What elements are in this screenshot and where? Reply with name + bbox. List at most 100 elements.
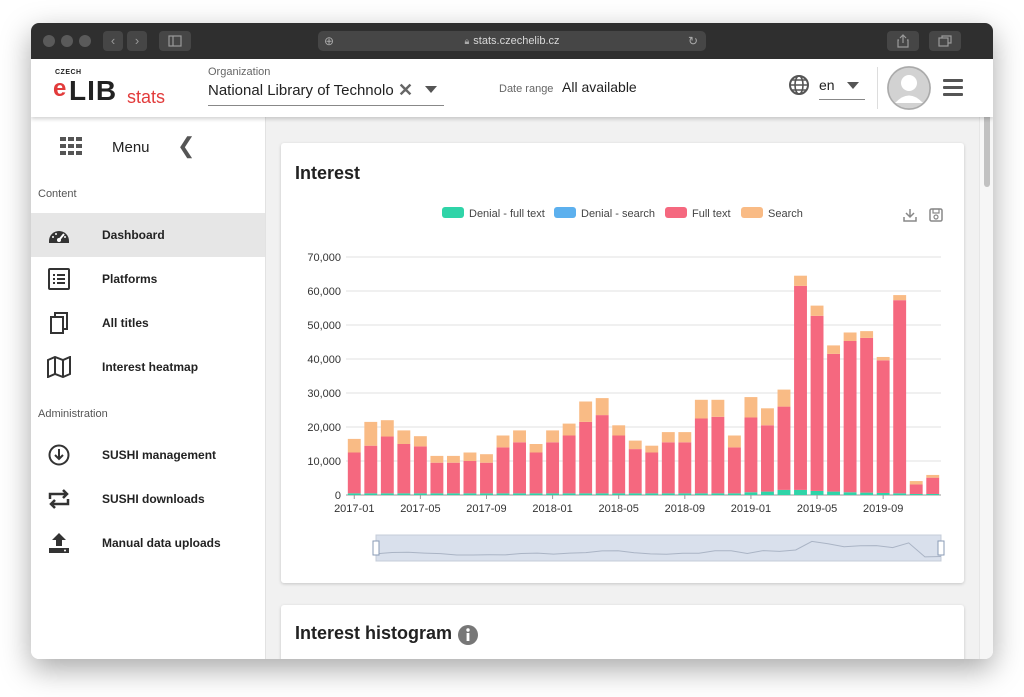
bar-segment xyxy=(711,399,725,417)
globe-icon xyxy=(789,75,809,95)
sidebar-item-dashboard[interactable]: Dashboard xyxy=(31,213,265,257)
bar-segment xyxy=(827,345,841,354)
bar-segment xyxy=(628,440,642,450)
legend-label: Denial - search xyxy=(581,208,655,220)
bar-segment xyxy=(529,493,543,495)
bar-segment xyxy=(893,300,907,494)
browser-toolbar: ‹ › ⊕ 🔒︎ stats.czechelib.cz ↻ xyxy=(31,23,993,59)
avatar[interactable] xyxy=(887,66,931,110)
bar-segment xyxy=(347,452,361,494)
address-bar[interactable]: ⊕ 🔒︎ stats.czechelib.cz ↻ xyxy=(318,31,706,51)
add-tab-icon[interactable]: ⊕ xyxy=(324,34,335,48)
collapse-chevron-icon[interactable]: ❮ xyxy=(177,133,196,158)
legend-swatch xyxy=(741,207,763,218)
bar-segment xyxy=(595,493,609,495)
date-range-select[interactable]: All available xyxy=(562,79,637,95)
bar-segment xyxy=(876,360,890,493)
sidebar-item-sushi-downloads[interactable]: SUSHI downloads xyxy=(31,477,265,521)
logo-lib-text: LIB xyxy=(69,75,118,106)
bar-segment xyxy=(926,477,940,494)
bar-segment xyxy=(430,455,444,463)
bar-segment xyxy=(909,481,923,485)
bar-segment xyxy=(727,493,741,495)
bar-segment xyxy=(827,353,841,492)
x-tick-label: 2017-05 xyxy=(400,503,440,515)
sidebar-item-label: Manual data uploads xyxy=(102,536,221,550)
bar-segment xyxy=(694,493,708,495)
bar-segment xyxy=(612,425,626,436)
sidebar-item-platforms[interactable]: Platforms xyxy=(31,257,265,301)
apps-grid-icon[interactable] xyxy=(60,137,82,155)
sidebar-item-all-titles[interactable]: All titles xyxy=(31,301,265,345)
bar-segment xyxy=(711,416,725,494)
bar-segment xyxy=(579,493,593,495)
bar-segment xyxy=(744,492,758,495)
date-range-label: Date range xyxy=(499,83,554,95)
zoom-handle-right[interactable] xyxy=(937,540,945,556)
zoom-window-dot[interactable] xyxy=(79,35,91,47)
sidebar-item-sushi-management[interactable]: SUSHI management xyxy=(31,433,265,477)
user-avatar-icon xyxy=(887,66,931,110)
sidebar-item-label: Interest heatmap xyxy=(102,360,199,374)
language-select[interactable]: en xyxy=(819,75,865,100)
bar-segment xyxy=(546,493,560,495)
sidebar-item-label: All titles xyxy=(102,316,149,330)
logo-stats-text: stats xyxy=(127,87,166,107)
bar-segment xyxy=(744,397,758,418)
bar-segment xyxy=(893,295,907,301)
bar-segment xyxy=(843,332,857,341)
save-icon[interactable] xyxy=(928,207,944,223)
bar-segment xyxy=(761,491,774,495)
sidebar-toggle-icon[interactable] xyxy=(159,31,191,51)
x-tick-label: 2017-01 xyxy=(334,503,374,515)
forward-icon[interactable]: › xyxy=(127,31,147,51)
clear-icon[interactable]: ✕ xyxy=(398,80,414,100)
bar-segment xyxy=(496,435,510,448)
bar-segment xyxy=(893,493,907,495)
celus-logo[interactable]: CZECH e LIB stats xyxy=(51,69,181,109)
sidebar-item-interest-heatmap[interactable]: Interest heatmap xyxy=(31,345,265,389)
minimize-window-dot[interactable] xyxy=(61,35,73,47)
bar-segment xyxy=(794,489,807,495)
bar-segment xyxy=(628,449,642,494)
scrollbar-thumb[interactable] xyxy=(984,63,990,187)
menu-label: Menu xyxy=(112,139,150,156)
logo-czech-text: CZECH xyxy=(55,69,82,76)
interest-chart: 0 10,000 20,000 30,000 40,000 50,000 60,000 70,… xyxy=(307,252,945,562)
download-circle-icon xyxy=(48,444,70,466)
download-icon[interactable] xyxy=(902,207,918,223)
share-icon[interactable] xyxy=(887,31,919,51)
vertical-scrollbar[interactable] xyxy=(979,59,993,659)
legend-item[interactable]: Search xyxy=(741,207,803,220)
info-icon[interactable] xyxy=(457,624,479,646)
bar-segment xyxy=(480,462,493,494)
legend-item[interactable]: Denial - full text xyxy=(442,207,545,220)
x-tick-label: 2019-05 xyxy=(797,503,837,515)
bar-segment xyxy=(513,493,526,495)
sidebar-item-label: SUSHI management xyxy=(102,448,217,462)
bar-segment xyxy=(645,452,659,494)
legend-item[interactable]: Denial - search xyxy=(554,207,655,220)
reload-icon[interactable]: ↻ xyxy=(687,34,698,48)
bar-segment xyxy=(860,337,874,493)
bar-segment xyxy=(678,493,692,495)
hamburger-menu-icon[interactable] xyxy=(943,79,963,97)
bar-segment xyxy=(446,455,460,463)
tabs-overview-icon[interactable] xyxy=(929,31,961,51)
bar-segment xyxy=(909,493,923,495)
organization-select[interactable]: National Library of Technolo ✕ xyxy=(208,79,444,106)
sidebar: Menu ❮ Content Dashboard Platforms xyxy=(31,117,266,659)
close-window-dot[interactable] xyxy=(43,35,55,47)
back-icon[interactable]: ‹ xyxy=(103,31,123,51)
legend-item[interactable]: Full text xyxy=(665,207,731,220)
bar-segment xyxy=(463,493,477,495)
legend-swatch xyxy=(665,207,687,218)
zoom-handle-left[interactable] xyxy=(372,540,380,556)
y-tick-label: 20,000 xyxy=(307,422,341,434)
bar-segment xyxy=(694,399,708,419)
bar-segment xyxy=(430,493,444,495)
chevron-down-icon[interactable] xyxy=(425,86,437,93)
sidebar-item-manual-data-uploads[interactable]: Manual data uploads xyxy=(31,521,265,565)
bar-segment xyxy=(397,430,411,444)
bar-segment xyxy=(446,462,460,494)
